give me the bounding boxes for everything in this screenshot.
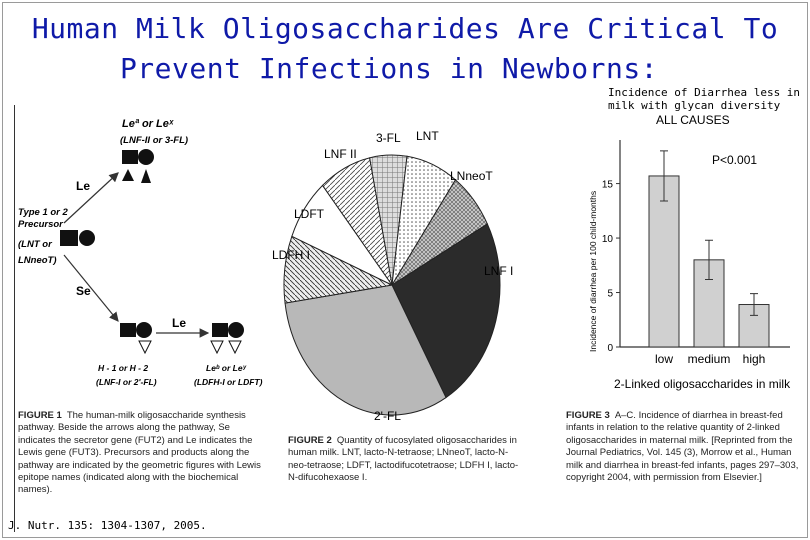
pie-label-lnfi: LNF I [484, 264, 513, 278]
x-tick-label-high: high [743, 352, 766, 366]
h-label-1: H - 1 or H - 2 [98, 363, 148, 373]
top-epitope-sub: (LNF-II or 3-FL) [120, 135, 188, 146]
y-tick-label: 10 [602, 234, 614, 245]
pie-label-2fl: 2'-FL [374, 409, 401, 423]
figure2-caption-title: FIGURE 2 [288, 435, 332, 446]
pie-slice-2fl [284, 284, 447, 416]
slide-title-line2: Prevent Infections in Newborns: [119, 52, 659, 85]
figure1-border [14, 105, 272, 532]
pathway-diagram: Leª or Leˣ (LNF-II or 3-FL) Le Type 1 or… [18, 118, 263, 387]
x-tick-label-low: low [655, 352, 673, 366]
note-line1: Incidence of Diarrhea less in [608, 86, 801, 99]
figure3-caption-text: A–C. Incidence of diarrhea in breast-fed… [566, 410, 799, 484]
top-glycan-icon [122, 149, 154, 183]
error-bar-medium [705, 239, 713, 280]
pie-label-ldft: LDFT [294, 207, 325, 221]
figure3-caption: FIGURE 3 A–C. Incidence of diarrhea in br… [566, 410, 804, 484]
figure3-caption-title: FIGURE 3 [566, 410, 610, 421]
leb-label-1: Leᵇ or Leʸ [206, 363, 247, 373]
pie-slices [283, 154, 501, 416]
figure1-caption: FIGURE 1 The human-milk oligosaccharide s… [18, 410, 266, 497]
precursor-line1: Type 1 or 2 [18, 207, 69, 218]
precursor-line3: (LNT or [18, 239, 53, 250]
figure1-caption-text: The human-milk oligosaccharide synthesis… [18, 410, 261, 496]
pie-slice-lnfi [391, 223, 501, 399]
precursor-line4: LNneoT) [18, 255, 57, 266]
citation: J. Nutr. 135: 1304-1307, 2005. [8, 519, 207, 532]
leb-label-2: (LDFH-I or LDFT) [194, 377, 263, 387]
error-bar-high [750, 293, 758, 316]
leb-glycan-icon [210, 322, 244, 355]
figure1-caption-title: FIGURE 1 [18, 410, 62, 421]
bar-chart: ALL CAUSES P<0.001 Incidence of diarrhea… [588, 113, 791, 391]
bar-chart-ylabel: Incidence of diarrhea per 100 child-mont… [588, 191, 598, 352]
y-tick-label: 15 [602, 180, 614, 191]
pie-label-lnt: LNT [416, 129, 439, 143]
x-tick-label-medium: medium [688, 352, 731, 366]
precursor-glycan-icon [60, 230, 95, 246]
bar-chart-title: ALL CAUSES [656, 113, 730, 127]
pie-slice-lnfii [321, 157, 393, 286]
y-tick-label: 5 [607, 289, 613, 300]
h-label-2: (LNF-I or 2'-FL) [96, 377, 157, 387]
bar-layer: 0 5 10 15 low medium high [602, 150, 770, 366]
le-arrow-label-2: Le [172, 316, 186, 330]
bar-chart-annotation: P<0.001 [712, 153, 757, 167]
diarrhea-note: Incidence of Diarrhea less in milk with … [608, 86, 808, 112]
pie-label-3fl: 3-FL [376, 131, 401, 145]
error-bar-low [660, 150, 668, 202]
pie-chart: 3-FL LNT LNneoT LNF I 2'-FL LDFH I LDFT … [272, 129, 513, 423]
pie-label-lnneot: LNneoT [450, 169, 493, 183]
precursor-line2: Precursor [18, 219, 64, 230]
slide-title-line1: Human Milk Oligosaccharides Are Critical… [31, 12, 779, 45]
bar-low [648, 175, 680, 348]
note-line2: milk with glycan diversity [608, 99, 781, 112]
pie-label-lnfii: LNF II [324, 147, 357, 161]
figure2-caption-text: Quantity of fucosylated oligosaccharides… [288, 435, 519, 484]
y-tick-label: 0 [607, 343, 613, 354]
bar-chart-xlabel: 2-Linked oligosaccharides in milk [614, 377, 791, 391]
h-glycan-icon [120, 322, 152, 355]
pie-label-ldfhi: LDFH I [272, 248, 310, 262]
se-arrow-label: Se [76, 284, 91, 298]
top-epitope-label: Leª or Leˣ [122, 118, 174, 130]
figure2-caption: FIGURE 2 Quantity of fucosylated oligosac… [288, 435, 520, 485]
le-arrow-label: Le [76, 179, 90, 193]
